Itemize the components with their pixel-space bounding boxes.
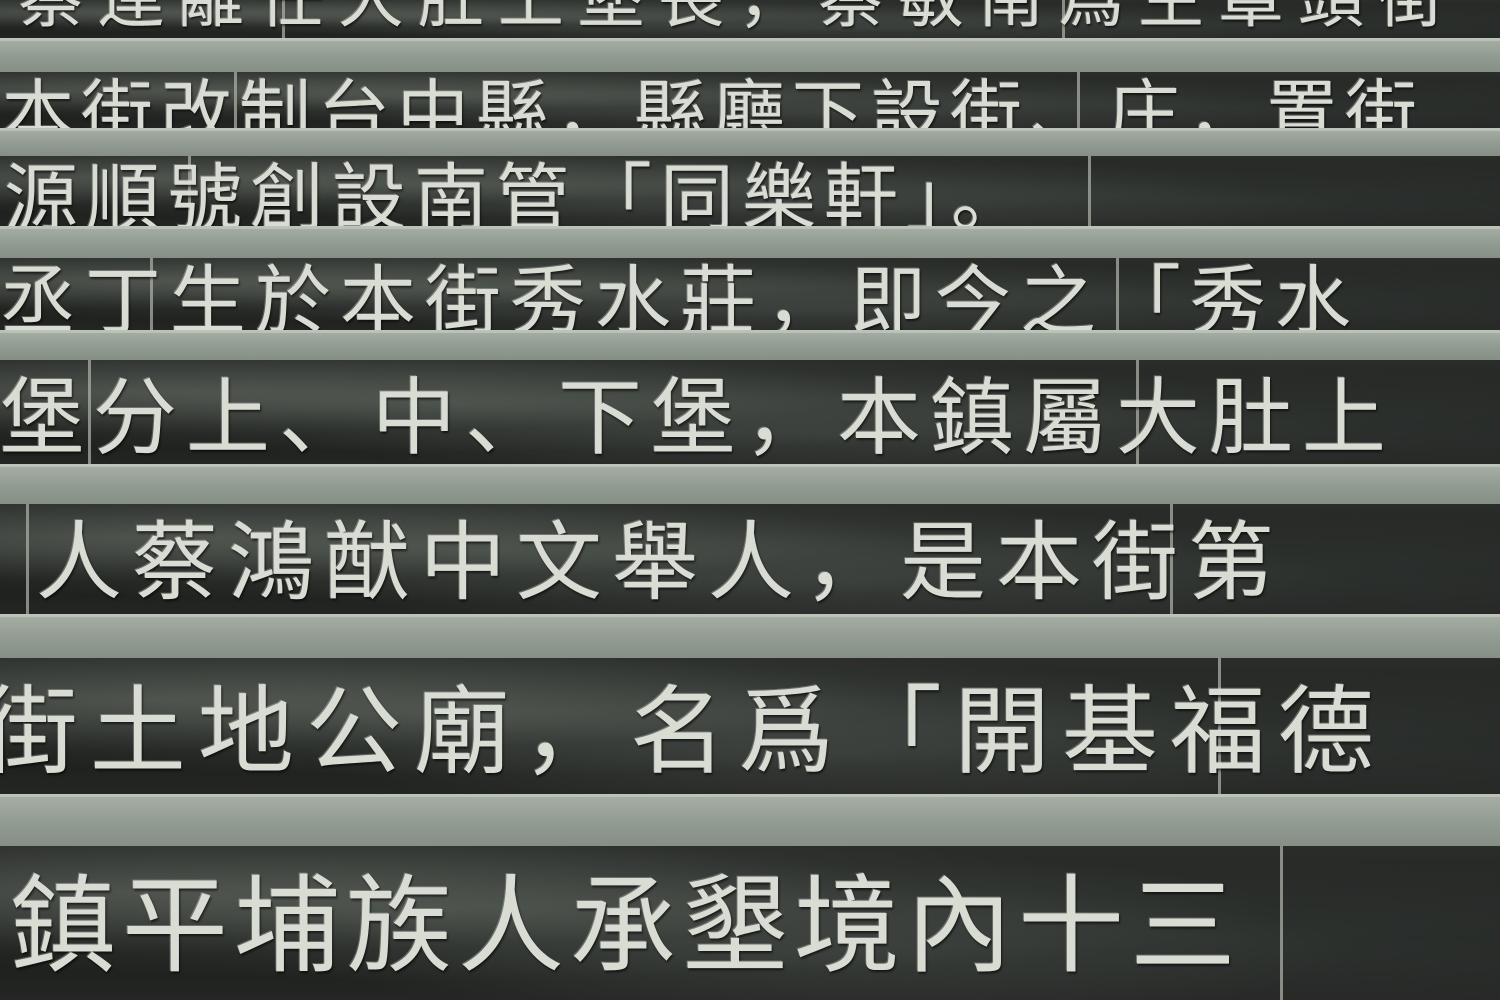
step-ledge-4: [0, 330, 1500, 362]
inscription-step-2: 本街改制台中縣，縣廳下設街、庄，置街: [0, 72, 1500, 130]
step-ledge-6: [0, 614, 1500, 660]
step-ledge-2: [0, 128, 1500, 158]
inscription-text-7: 街土地公廟，名爲「開基福德: [0, 676, 1386, 788]
inscription-text-6: 人蔡鴻猷中文舉人，是本街第: [36, 513, 1284, 613]
step-ledge-1: [0, 38, 1500, 74]
inscription-step-7: 街土地公廟，名爲「開基福德: [0, 658, 1500, 794]
step-ledge-5: [0, 464, 1500, 506]
inscription-text-8: 鎮平埔族人承墾境內十三: [10, 865, 1242, 988]
step-ledge-3: [0, 226, 1500, 260]
inscription-text-1: 蔡連離任大肚上堡長，蔡敏南爲生罩頭街: [18, 0, 1458, 32]
inscription-step-8: 鎮平埔族人承墾境內十三: [0, 846, 1500, 1000]
inscription-text-2: 本街改制台中縣，縣廳下設街、庄，置街: [2, 72, 1425, 130]
inscription-step-3: 源順號創設南管「同樂軒」。: [0, 156, 1500, 228]
inscription-step-6: 人蔡鴻猷中文舉人，是本街第: [0, 504, 1500, 616]
inscription-text-4: 丞丁生於本街秀水莊，即今之「秀水: [0, 258, 1360, 333]
inscription-step-5: 堡分上、中、下堡，本鎮屬大肚上: [0, 360, 1500, 466]
inscription-text-5: 堡分上、中、下堡，本鎮屬大肚上: [0, 369, 1396, 466]
inscription-text-3: 源順號創設南管「同樂軒」。: [4, 156, 1033, 228]
inscription-step-4: 丞丁生於本街秀水莊，即今之「秀水: [0, 258, 1500, 332]
inscription-step-1: 蔡連離任大肚上堡長，蔡敏南爲生罩頭街: [0, 0, 1500, 40]
step-ledge-7: [0, 794, 1500, 848]
